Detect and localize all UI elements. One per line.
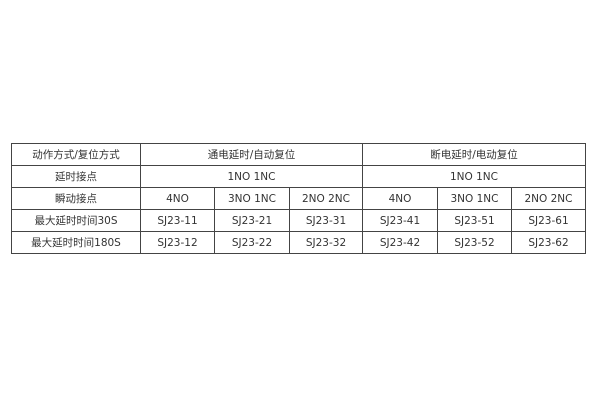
row-label: 最大延时时间30S: [11, 209, 141, 232]
cell: SJ23-12: [140, 231, 215, 254]
cell: SJ23-42: [362, 231, 438, 254]
cell: SJ23-51: [437, 209, 512, 232]
model-table: 动作方式/复位方式 通电延时/自动复位 断电延时/电动复位 延时接点 1NO 1…: [11, 143, 586, 254]
cell: SJ23-11: [140, 209, 215, 232]
row-label: 延时接点: [11, 165, 141, 188]
header-row: 动作方式/复位方式 通电延时/自动复位 断电延时/电动复位: [11, 143, 586, 166]
cell: 1NO 1NC: [362, 165, 586, 188]
cell: SJ23-22: [214, 231, 290, 254]
cell: SJ23-21: [214, 209, 290, 232]
cell: 4NO: [140, 187, 215, 210]
cell: 3NO 1NC: [214, 187, 290, 210]
cell: SJ23-52: [437, 231, 512, 254]
row-label: 最大延时时间180S: [11, 231, 141, 254]
table-row: 最大延时时间180S SJ23-12 SJ23-22 SJ23-32 SJ23-…: [11, 231, 586, 254]
cell: SJ23-62: [511, 231, 586, 254]
cell: SJ23-32: [289, 231, 363, 254]
cell: 4NO: [362, 187, 438, 210]
cell: SJ23-61: [511, 209, 586, 232]
instant-contact-row: 瞬动接点 4NO 3NO 1NC 2NO 2NC 4NO 3NO 1NC 2NO…: [11, 187, 586, 210]
group-header: 通电延时/自动复位: [140, 143, 363, 166]
row-label: 动作方式/复位方式: [11, 143, 141, 166]
cell: 3NO 1NC: [437, 187, 512, 210]
cell: 2NO 2NC: [511, 187, 586, 210]
cell: 2NO 2NC: [289, 187, 363, 210]
row-label: 瞬动接点: [11, 187, 141, 210]
cell: 1NO 1NC: [140, 165, 363, 188]
table-row: 最大延时时间30S SJ23-11 SJ23-21 SJ23-31 SJ23-4…: [11, 209, 586, 232]
cell: SJ23-41: [362, 209, 438, 232]
group-header: 断电延时/电动复位: [362, 143, 586, 166]
cell: SJ23-31: [289, 209, 363, 232]
delay-contact-row: 延时接点 1NO 1NC 1NO 1NC: [11, 165, 586, 188]
